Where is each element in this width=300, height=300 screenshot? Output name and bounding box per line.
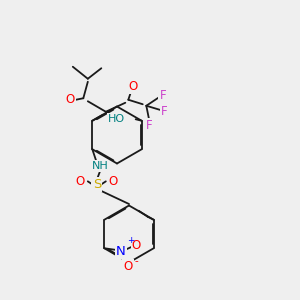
Text: +: + — [128, 236, 135, 245]
Text: NH: NH — [92, 161, 108, 171]
Text: N: N — [116, 245, 126, 258]
Text: S: S — [93, 178, 101, 191]
Text: O: O — [128, 80, 137, 93]
Text: F: F — [160, 89, 166, 102]
Text: F: F — [161, 105, 168, 118]
Text: O: O — [123, 260, 132, 273]
Text: -: - — [135, 256, 139, 266]
Text: HO: HO — [108, 114, 125, 124]
Text: O: O — [65, 93, 74, 106]
Text: F: F — [146, 119, 153, 132]
Text: O: O — [132, 239, 141, 252]
Text: O: O — [76, 175, 85, 188]
Text: O: O — [109, 175, 118, 188]
